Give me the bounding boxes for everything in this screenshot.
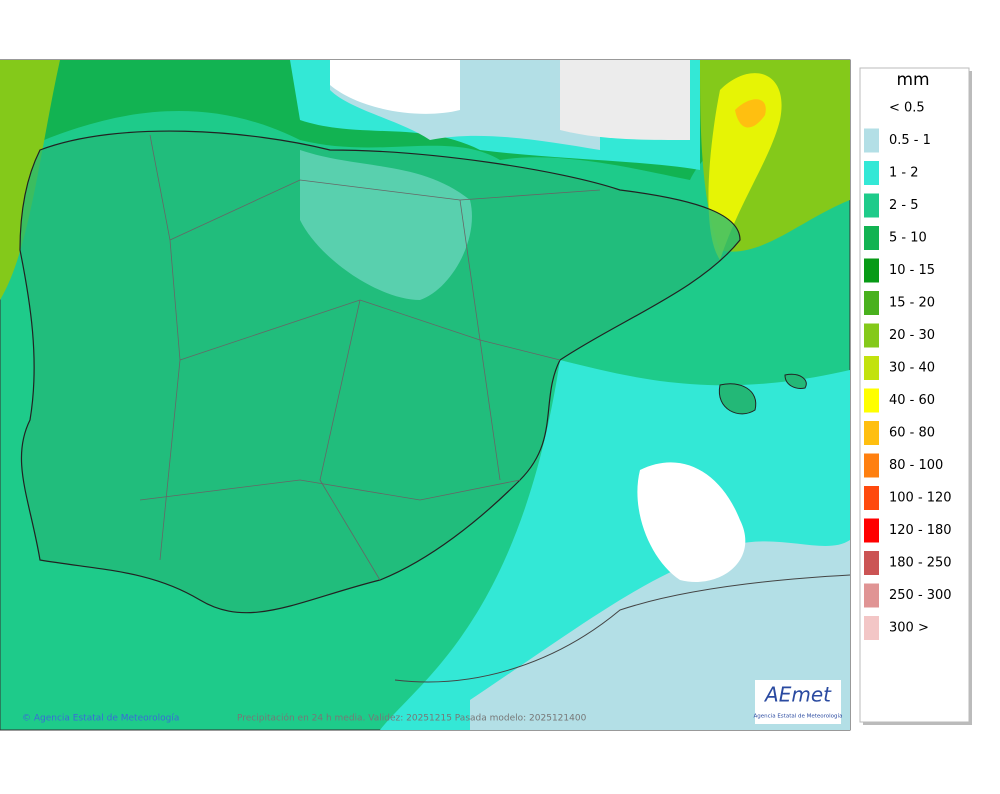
caption: Precipitación en 24 h media. Validez: 20… [237, 713, 587, 724]
legend-swatch [864, 518, 879, 543]
legend-label: < 0.5 [889, 101, 925, 116]
legend-label: 5 - 10 [889, 231, 927, 246]
legend-title: mm [896, 70, 929, 90]
legend-label: 10 - 15 [889, 263, 935, 278]
legend-label: 2 - 5 [889, 198, 919, 213]
legend-swatch [864, 583, 879, 608]
legend-swatch [864, 421, 879, 445]
legend-swatch [864, 193, 879, 218]
legend-swatch [864, 453, 879, 478]
legend-label: 80 - 100 [889, 458, 943, 473]
legend-label: 300 > [889, 621, 929, 636]
legend-swatch [864, 323, 879, 348]
legend-swatch [864, 226, 879, 250]
legend-label: 180 - 250 [889, 556, 952, 571]
legend-swatch [864, 128, 879, 153]
legend-label: 250 - 300 [889, 588, 952, 603]
credit: © Agencia Estatal de Meteorología [22, 714, 179, 724]
legend-label: 40 - 60 [889, 393, 935, 408]
legend-swatch [864, 486, 879, 510]
legend-label: 120 - 180 [889, 523, 952, 538]
africa-coast [394, 574, 851, 683]
map: © Agencia Estatal de Meteorología Precip… [0, 59, 851, 731]
island [718, 383, 757, 415]
legend-label: 20 - 30 [889, 328, 935, 343]
legend-label: 60 - 80 [889, 426, 935, 441]
island [784, 373, 807, 389]
legend-swatch [864, 551, 879, 575]
sea-dry [637, 462, 746, 582]
legend-swatch [864, 258, 879, 283]
dry-area [300, 150, 472, 300]
rain-max [708, 73, 782, 260]
legend-swatch [864, 388, 879, 413]
legend: mm < 0.5 0.5 - 1 1 - 2 2 - 5 5 - 10 10 - 15 15… [859, 67, 972, 725]
legend-label: 100 - 120 [889, 491, 952, 506]
legend-swatch [864, 616, 879, 640]
legend-swatch [864, 161, 879, 185]
logo-subtitle: Agencia Estatal de Meteorología [754, 713, 843, 720]
logo-box [755, 680, 841, 724]
sea-dry [330, 60, 460, 114]
borders [139, 134, 601, 581]
legend-swatch [864, 291, 879, 315]
sea-dry [560, 60, 690, 140]
legend-label: 1 - 2 [889, 166, 919, 181]
rain-peak [735, 99, 766, 128]
legend-label: 30 - 40 [889, 361, 935, 376]
legend-label: 0.5 - 1 [889, 133, 931, 148]
logo-name: AEmet [763, 683, 832, 707]
legend-swatch [864, 96, 879, 120]
legend-swatch [864, 356, 879, 380]
legend-label: 15 - 20 [889, 296, 935, 311]
